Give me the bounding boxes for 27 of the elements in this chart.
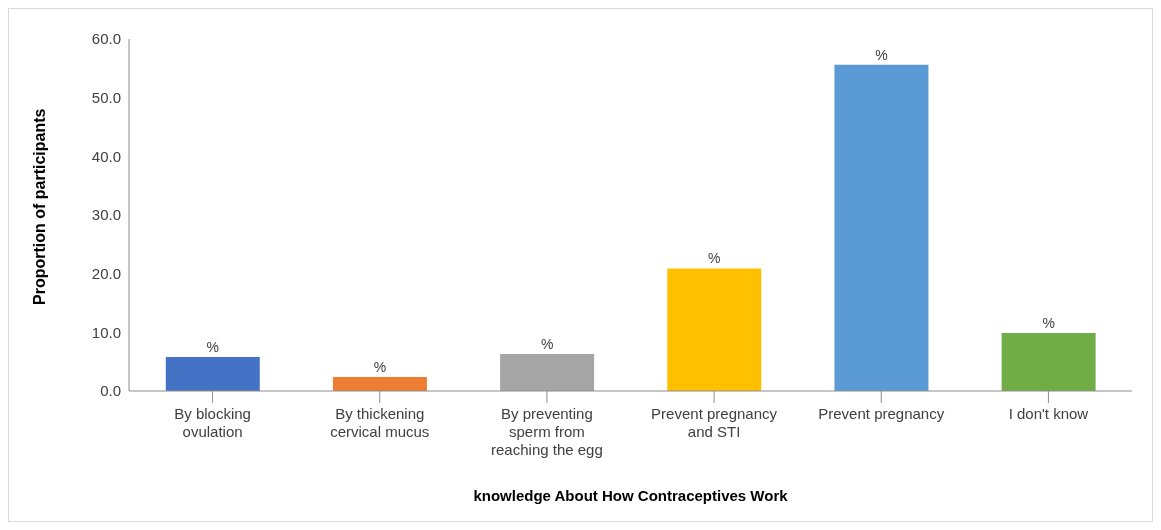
x-axis-title: knowledge About How Contraceptives Work <box>473 487 789 504</box>
y-tick-label: 20.0 <box>91 264 121 282</box>
y-tick-label: 50.0 <box>91 88 121 106</box>
y-tick-label: 0.0 <box>100 382 121 400</box>
x-tick-label: Prevent pregnancy and STI <box>651 405 778 440</box>
data-label: % <box>708 250 721 267</box>
bar <box>500 354 595 391</box>
data-label: % <box>875 46 888 63</box>
y-tick-label: 60.0 <box>91 30 121 48</box>
y-axis-title: Proportion of participants <box>30 108 48 305</box>
x-tick-label: By preventing sperm from reaching the egg <box>491 405 603 458</box>
data-label: % <box>373 358 387 375</box>
y-tick-label: 40.0 <box>91 147 121 165</box>
x-tick-label: By blocking ovulation <box>174 405 251 440</box>
bar <box>1001 332 1096 391</box>
bar <box>332 376 427 391</box>
data-label: % <box>1042 314 1055 331</box>
y-tick-label: 10.0 <box>91 323 121 341</box>
x-tick-label: I don't know <box>1008 405 1089 422</box>
y-tick-label: 30.0 <box>91 206 121 224</box>
bar <box>667 268 762 391</box>
bar <box>165 356 260 391</box>
data-label: % <box>540 336 554 353</box>
data-label: % <box>206 338 219 355</box>
x-tick-label: By thickening cervical mucus <box>330 405 430 440</box>
x-tick-label: Prevent pregnancy <box>818 405 945 422</box>
bar <box>834 64 929 391</box>
